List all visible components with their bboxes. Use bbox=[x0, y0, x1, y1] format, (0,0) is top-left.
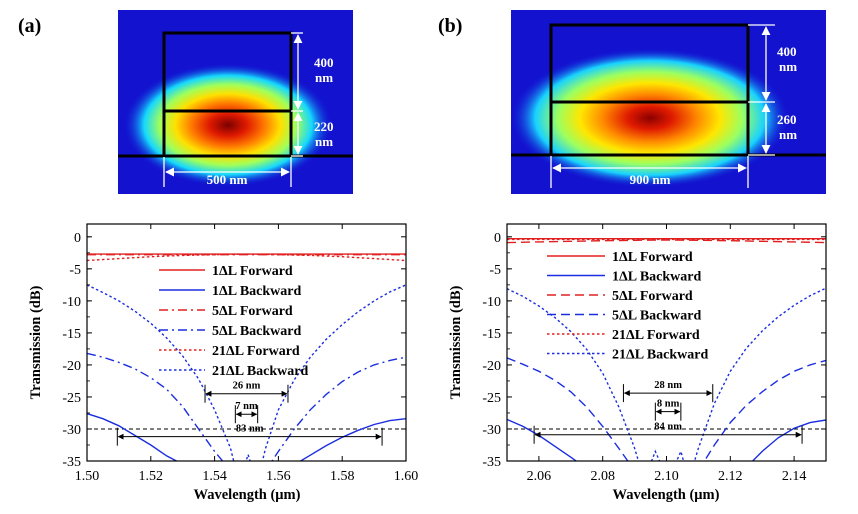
series-line bbox=[507, 357, 826, 461]
panel-label-b: (b) bbox=[438, 15, 462, 37]
x-tick-label: 1.58 bbox=[330, 469, 355, 484]
mode-field bbox=[123, 63, 333, 187]
plot-frame bbox=[86, 223, 407, 462]
x-tick-label: 2.10 bbox=[654, 469, 679, 484]
y-tick-label: -20 bbox=[62, 359, 81, 374]
x-tick-label: 2.08 bbox=[590, 469, 615, 484]
legend-label: 21ΔL Forward bbox=[212, 344, 300, 359]
legend-label: 21ΔL Backward bbox=[612, 348, 709, 363]
dim-lower-value: 260 bbox=[777, 112, 797, 127]
y-tick-label: -20 bbox=[482, 359, 501, 374]
legend-label: 1ΔL Backward bbox=[212, 284, 302, 299]
panel-a: (a) 400 nm 220 nm 500 nm bbox=[18, 10, 353, 194]
annotation-label: 7 nm bbox=[235, 401, 258, 412]
y-tick-label: -5 bbox=[489, 263, 501, 278]
y-tick-label: -30 bbox=[62, 423, 81, 438]
x-tick-label: 1.54 bbox=[202, 469, 227, 484]
legend-label: 1ΔL Forward bbox=[212, 264, 293, 279]
chart-c: 26 nm 7 nm 83 nm 0 -5 -10 -15 -20 -25 -30 -351.50 1… bbox=[28, 223, 419, 503]
annotation-label: 83 nm bbox=[236, 424, 264, 435]
annotation-label: 26 nm bbox=[233, 381, 261, 392]
dim-upper-value: 400 bbox=[777, 44, 797, 59]
y-tick-label: -30 bbox=[482, 423, 501, 438]
dimension-lines bbox=[550, 24, 775, 188]
panel-label-a: (a) bbox=[18, 15, 41, 37]
series-line bbox=[507, 287, 826, 461]
y-axis-label: Transmission (dB) bbox=[28, 285, 44, 399]
x-axis-label: Wavelength (μm) bbox=[613, 487, 720, 503]
dim-lower-unit: nm bbox=[779, 127, 797, 142]
y-tick-label: -25 bbox=[482, 391, 501, 406]
x-tick-label: 1.60 bbox=[394, 469, 419, 484]
dim-upper-unit: nm bbox=[779, 59, 797, 74]
mode-field bbox=[510, 48, 790, 188]
y-tick-label: -25 bbox=[62, 391, 81, 406]
y-tick-label: -10 bbox=[62, 295, 81, 310]
y-axis-label: Transmission (dB) bbox=[448, 285, 464, 399]
annotation-label: 8 nm bbox=[657, 399, 680, 410]
legend-label: 5ΔL Backward bbox=[612, 309, 702, 324]
dim-lower-value: 220 bbox=[314, 119, 334, 134]
chart-d: 28 nm 8 nm 84 nm 0 -5 -10 -15 -20 -25 -30 -35 2.06 2… bbox=[448, 223, 827, 503]
x-tick-label: 2.14 bbox=[782, 469, 807, 484]
y-tick-label: -10 bbox=[482, 295, 501, 310]
x-tick-label: 1.52 bbox=[139, 469, 164, 484]
y-tick-label: -35 bbox=[482, 455, 501, 470]
dimension-lines bbox=[163, 32, 303, 187]
x-tick-label: 2.12 bbox=[718, 469, 743, 484]
legend-label: 21ΔL Backward bbox=[212, 364, 309, 379]
x-tick-label: 1.56 bbox=[266, 469, 291, 484]
y-tick-label: -5 bbox=[69, 263, 81, 278]
series-line bbox=[87, 352, 406, 461]
dim-width: 900 nm bbox=[630, 172, 671, 187]
panel-b: (b) 400 nm 260 nm 900 nm bbox=[438, 10, 826, 194]
y-tick-label: 0 bbox=[74, 231, 81, 246]
y-tick-label: -15 bbox=[62, 327, 81, 342]
legend-label: 5ΔL Backward bbox=[212, 324, 302, 339]
dim-width: 500 nm bbox=[207, 172, 248, 187]
x-tick-label: 1.50 bbox=[75, 469, 100, 484]
series-line bbox=[87, 253, 406, 262]
y-tick-label: 0 bbox=[494, 231, 501, 246]
dim-upper-unit: nm bbox=[315, 70, 333, 85]
annotation-label: 84 nm bbox=[654, 422, 682, 433]
legend-label: 21ΔL Forward bbox=[612, 328, 700, 343]
dim-lower-unit: nm bbox=[315, 134, 333, 149]
series-line bbox=[507, 239, 826, 244]
legend-label: 1ΔL Forward bbox=[612, 250, 693, 265]
legend-label: 1ΔL Backward bbox=[612, 270, 702, 285]
dim-upper-value: 400 bbox=[314, 55, 334, 70]
y-tick-label: -35 bbox=[62, 455, 81, 470]
x-axis-label: Wavelength (μm) bbox=[194, 487, 301, 503]
legend-label: 5ΔL Forward bbox=[212, 304, 293, 319]
y-tick-label: -15 bbox=[482, 327, 501, 342]
legend-label: 5ΔL Forward bbox=[612, 289, 693, 304]
series-line bbox=[87, 412, 406, 461]
x-tick-label: 2.06 bbox=[527, 469, 552, 484]
annotation-label: 28 nm bbox=[654, 380, 682, 391]
